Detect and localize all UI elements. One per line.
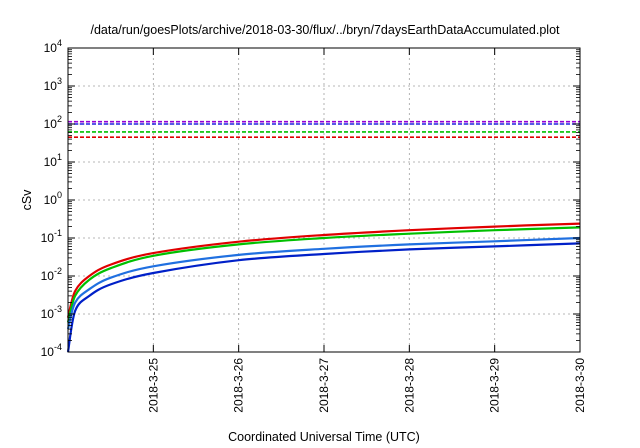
x-tick-labels: 2018-3-25 2018-3-26 2018-3-27 2018-3-28 2018… bbox=[146, 358, 587, 413]
threshold-layer bbox=[68, 120, 580, 138]
series-line bbox=[66, 236, 581, 330]
x-tick-label: 2018-3-26 bbox=[232, 358, 246, 413]
x-axis-label: Coordinated Universal Time (UTC) bbox=[228, 430, 420, 444]
y-tick-label: 103 bbox=[44, 76, 62, 93]
x-tick-label: 2018-3-25 bbox=[146, 358, 160, 413]
series-line bbox=[66, 242, 581, 353]
y-tick-label: 100 bbox=[44, 190, 62, 207]
y-tick-label: 10-2 bbox=[41, 266, 62, 283]
y-tick-label: 10-4 bbox=[41, 342, 62, 359]
chart-title: /data/run/goesPlots/archive/2018-03-30/f… bbox=[90, 23, 560, 37]
tick-layer bbox=[68, 47, 581, 353]
x-tick-label: 2018-3-29 bbox=[488, 358, 502, 413]
y-tick-label: 10-1 bbox=[41, 228, 62, 245]
y-tick-label: 10-3 bbox=[41, 304, 62, 321]
y-tick-label: 104 bbox=[44, 38, 62, 55]
grid-layer bbox=[68, 48, 580, 352]
y-axis-label: cSv bbox=[20, 189, 34, 211]
y-tick-labels: 10-4 10-3 10-2 10-1 100 101 102 103 104 bbox=[41, 38, 62, 359]
series-layer bbox=[66, 222, 581, 353]
series-line bbox=[66, 222, 581, 318]
y-tick-label: 102 bbox=[44, 114, 62, 131]
x-tick-label: 2018-3-28 bbox=[402, 358, 416, 413]
y-tick-label: 101 bbox=[44, 152, 62, 169]
series-line bbox=[66, 226, 581, 323]
x-tick-label: 2018-3-27 bbox=[317, 358, 331, 413]
x-tick-label: 2018-3-30 bbox=[573, 358, 587, 413]
